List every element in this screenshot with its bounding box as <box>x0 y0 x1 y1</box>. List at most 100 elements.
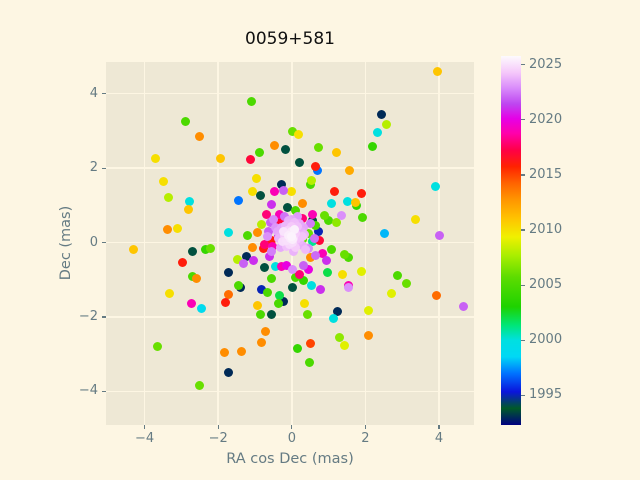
scatter-point <box>329 314 339 324</box>
x-tick-label: −2 <box>208 431 228 446</box>
scatter-point <box>266 274 276 284</box>
scatter-point <box>274 290 284 300</box>
scatter-point <box>330 187 340 197</box>
scatter-point <box>312 166 322 176</box>
gridline-horizontal <box>106 390 474 393</box>
scatter-point <box>183 205 193 215</box>
scatter-point <box>411 214 421 224</box>
scatter-point <box>187 247 197 257</box>
scatter-point <box>306 338 316 348</box>
colorbar-tick <box>521 339 525 341</box>
chart-title: 0059+581 <box>245 29 335 49</box>
scatter-point <box>261 210 271 220</box>
scatter-point <box>129 244 139 254</box>
scatter-point <box>261 326 271 336</box>
scatter-point <box>314 236 324 246</box>
scatter-point <box>224 290 234 300</box>
scatter-point <box>256 220 266 230</box>
plot-area <box>106 62 474 425</box>
scatter-point <box>337 210 347 220</box>
scatter-point <box>307 210 317 220</box>
scatter-point <box>178 258 188 268</box>
scatter-point <box>158 177 168 187</box>
scatter-point <box>265 251 275 261</box>
colorbar-tick-label: 2005 <box>529 277 563 293</box>
scatter-point <box>292 212 302 221</box>
scatter-point <box>162 224 172 234</box>
gridline-vertical <box>217 62 219 425</box>
gridline-vertical <box>364 62 367 425</box>
scatter-point <box>180 117 190 127</box>
x-tick <box>438 425 440 429</box>
scatter-point <box>310 161 320 171</box>
scatter-point <box>242 251 252 261</box>
scatter-point <box>345 165 355 175</box>
scatter-point <box>367 142 377 151</box>
scatter-point <box>246 155 256 165</box>
scatter-point <box>152 341 162 351</box>
scatter-point <box>294 270 304 280</box>
x-tick <box>364 425 367 429</box>
gridline-horizontal <box>106 316 474 318</box>
scatter-point <box>291 242 301 252</box>
scatter-point <box>306 175 316 185</box>
scatter-point <box>224 267 234 277</box>
x-tick <box>291 425 293 429</box>
scatter-point <box>192 274 202 284</box>
scatter-point <box>215 154 225 164</box>
scatter-point <box>290 205 300 215</box>
scatter-point <box>306 253 316 263</box>
scatter-point <box>164 288 174 298</box>
y-tick-label: −4 <box>78 383 98 399</box>
x-axis-label: RA cos Dec (mas) <box>226 451 354 467</box>
scatter-point <box>327 198 337 208</box>
scatter-point <box>242 231 252 241</box>
scatter-point <box>402 279 412 289</box>
scatter-point <box>332 306 342 316</box>
scatter-point <box>311 251 321 261</box>
scatter-point <box>339 249 349 259</box>
scatter-point <box>288 127 298 137</box>
y-tick <box>102 93 106 95</box>
scatter-point <box>267 241 277 251</box>
scatter-point <box>337 270 347 280</box>
scatter-point <box>246 96 256 106</box>
scatter-point <box>293 130 303 140</box>
scatter-point <box>164 193 174 203</box>
scatter-point <box>184 196 194 206</box>
scatter-point <box>274 298 284 308</box>
colorbar-tick-label: 2020 <box>529 111 563 127</box>
scatter-point <box>256 337 266 347</box>
y-tick <box>102 241 106 244</box>
scatter-point <box>282 202 292 212</box>
scatter-point <box>278 186 288 196</box>
colorbar-tick-label: 2025 <box>529 56 563 72</box>
scatter-point <box>364 306 374 316</box>
scatter-point <box>344 253 354 263</box>
scatter-point <box>194 381 204 391</box>
scatter-point <box>301 245 311 255</box>
scatter-point <box>238 259 248 269</box>
colorbar-tick <box>521 64 525 66</box>
scatter-point <box>260 263 270 273</box>
y-tick-label: 2 <box>89 160 98 176</box>
x-tick-label: 4 <box>434 431 444 446</box>
colorbar-tick <box>521 174 525 176</box>
scatter-point <box>322 256 332 266</box>
scatter-point <box>322 268 332 278</box>
x-tick <box>144 425 146 429</box>
scatter-point <box>289 247 299 257</box>
scatter-point <box>290 273 300 283</box>
colorbar-tick-label: 2015 <box>529 166 563 182</box>
scatter-point <box>323 216 333 226</box>
scatter-point <box>282 260 292 270</box>
scatter-point <box>195 131 205 141</box>
scatter-point <box>319 210 329 220</box>
scatter-point <box>380 229 390 239</box>
colorbar <box>501 56 521 425</box>
colorbar-tick <box>521 119 525 121</box>
scatter-point <box>430 182 440 192</box>
colorbar-tick <box>521 284 525 286</box>
scatter-point <box>305 219 315 229</box>
